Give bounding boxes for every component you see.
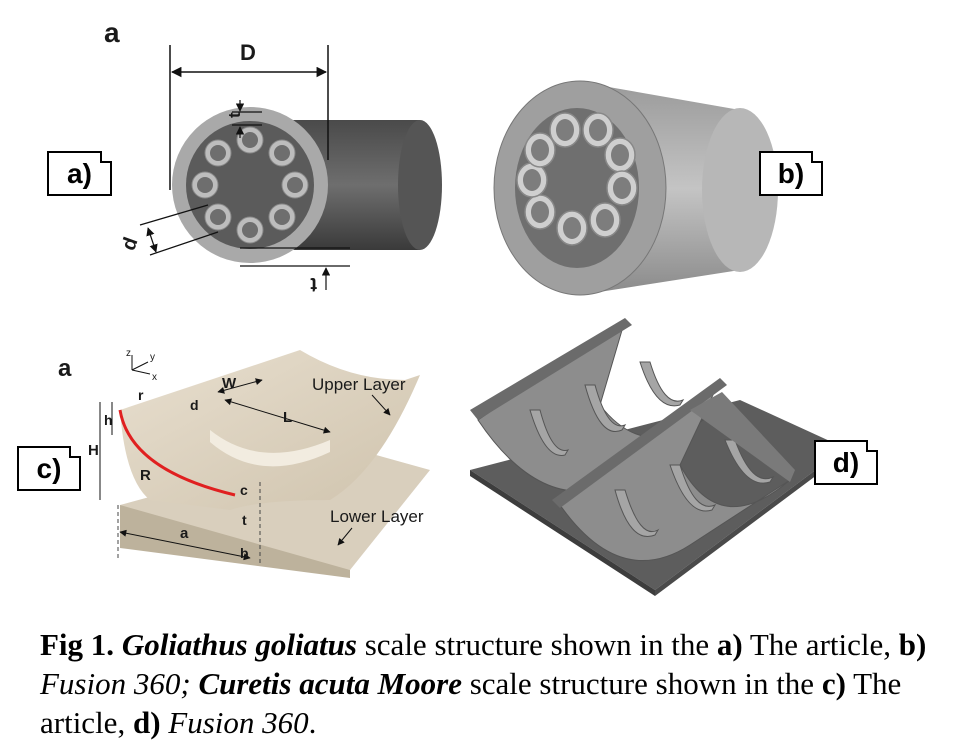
- diagram-c-letter: a: [58, 355, 72, 382]
- caption-text-1: scale structure shown in the: [356, 627, 717, 662]
- dim-b-label: b: [240, 545, 249, 561]
- diagram-a-t-top-label: t: [225, 112, 244, 118]
- upper-layer-label: Upper Layer: [312, 375, 406, 394]
- diagram-a-letter: a: [104, 17, 120, 48]
- caption-end: .: [308, 705, 317, 740]
- figure-panels: a D t d t: [58, 17, 845, 596]
- panel-label-d: d): [814, 440, 878, 485]
- lower-layer-label: Lower Layer: [330, 507, 424, 526]
- axis-y-label: y: [150, 352, 155, 363]
- panel-label-c: c): [17, 446, 81, 491]
- render-d-structure: [470, 318, 845, 596]
- diagram-c-layers: [99, 350, 430, 578]
- dim-r-label: r: [138, 387, 144, 403]
- dim-H-label: H: [88, 442, 99, 459]
- caption-text-2: The article,: [742, 627, 899, 662]
- axis-z-label: z: [126, 348, 131, 359]
- caption-species-2: Curetis acuta Moore: [198, 666, 462, 701]
- axis-x-label: x: [152, 372, 157, 383]
- caption-label-c: c): [821, 666, 846, 701]
- diagram-a-t-bottom-label: t: [310, 273, 317, 295]
- dim-W-label: W: [222, 375, 237, 392]
- caption-species-1: Goliathus goliatus: [121, 627, 357, 662]
- panel-label-b: b): [759, 151, 823, 196]
- dim-R-label: R: [140, 467, 151, 484]
- caption-label-a: a): [716, 627, 743, 662]
- caption-fusion-1: Fusion 360;: [40, 666, 191, 701]
- caption-text-4: The article,: [40, 666, 902, 740]
- diagram-a-d-label: d: [118, 234, 143, 253]
- diagram-a-cylinder: [139, 45, 442, 290]
- dim-h-label: h: [104, 412, 113, 428]
- dim-c-label: c: [240, 482, 248, 498]
- dim-t-label: t: [242, 512, 247, 528]
- caption-label-d: d): [132, 705, 161, 740]
- dim-d-label: d: [190, 397, 199, 413]
- caption-fig-number: Fig 1.: [40, 627, 115, 662]
- figure-caption: Fig 1. Goliathus goliatus scale structur…: [40, 625, 940, 742]
- dim-L-label: L: [283, 409, 292, 426]
- panel-label-a: a): [47, 151, 112, 196]
- diagram-a-D-label: D: [240, 40, 256, 65]
- dim-a-label: a: [180, 525, 189, 542]
- caption-fusion-2: Fusion 360: [160, 705, 309, 740]
- caption-label-b: b): [898, 627, 927, 662]
- caption-text-3: scale structure shown in the: [461, 666, 822, 701]
- render-b-cylinder: [493, 80, 778, 296]
